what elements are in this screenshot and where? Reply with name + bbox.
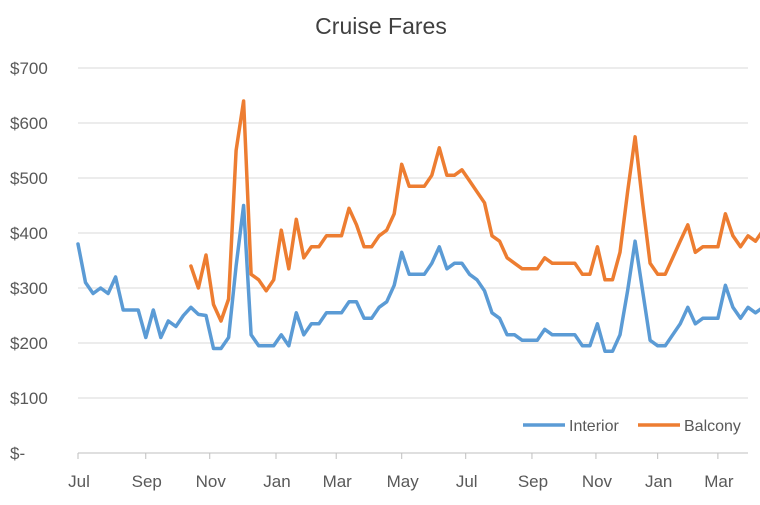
x-tick-label: Sep [518,472,548,491]
y-tick-label: $500 [10,169,48,188]
x-tick-label: Nov [582,472,613,491]
x-tick-label: Sep [132,472,162,491]
series-line-interior [76,203,760,354]
y-axis-ticks: $- $100 $200 $300 $400 $500 $600 $700 [10,59,48,463]
chart-title: Cruise Fares [315,13,447,39]
grid [78,67,748,454]
y-tick-label: $300 [10,279,48,298]
x-tick-label: Mar [323,472,353,491]
x-tick-label: May [387,472,420,491]
y-tick-label: $700 [10,59,48,78]
x-tick-label: Mar [704,472,734,491]
y-tick-label: $200 [10,334,48,353]
legend: Interior Balcony [523,418,741,435]
x-tick-label: Jan [645,472,672,491]
x-tick-label: Nov [196,472,227,491]
x-tick-label: Jul [456,472,478,491]
legend-label-balcony: Balcony [684,418,741,435]
series-line-balcony [189,99,760,323]
y-tick-label: $100 [10,389,48,408]
x-tick-label: Jan [263,472,290,491]
y-tick-label: $600 [10,114,48,133]
series-lines [76,99,760,354]
x-axis-ticks: Jul Sep Nov Jan Mar May Jul Sep Nov Jan Mar [68,453,734,491]
y-tick-label: $- [10,444,25,463]
x-tick-label: Jul [68,472,90,491]
legend-label-interior: Interior [569,418,619,435]
y-tick-label: $400 [10,224,48,243]
